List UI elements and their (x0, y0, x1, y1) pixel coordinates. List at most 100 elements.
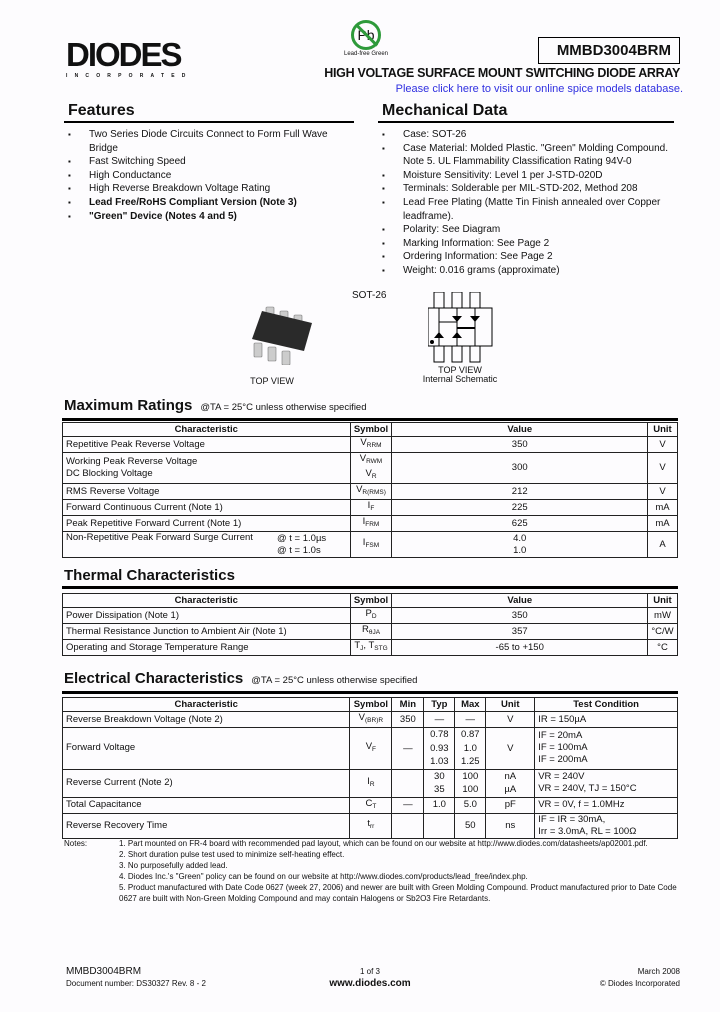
diodes-logo: DIODES INCORPORATED (66, 36, 193, 80)
features-heading: Features (64, 101, 354, 123)
symbol-cell: TJ, TSTG (349, 639, 393, 656)
table-header-row: Characteristic Symbol Value Unit (62, 422, 679, 437)
max-cell: 50 (454, 812, 487, 839)
note-item: 5. Product manufactured with Date Code 0… (119, 883, 677, 903)
unit-cell: V (646, 483, 679, 500)
test-condition-cell: VR = 0V, f = 1.0MHz (534, 796, 678, 814)
unit-cell: mW (646, 607, 679, 624)
min-cell (391, 812, 425, 839)
value-cell: 4.0 1.0 (391, 531, 648, 558)
table-row: Non-Repetitive Peak Forward Surge Curren… (62, 531, 679, 558)
mechanical-item: Weight: 0.016 grams (approximate) (378, 264, 674, 278)
column-header: Unit (646, 422, 679, 437)
electrical-characteristics-table: Characteristic Symbol Min Typ Max Unit Test Co… (61, 697, 678, 839)
schematic-caption: TOP VIEW Internal Schematic (422, 365, 498, 384)
unit-cell: V (646, 436, 679, 453)
symbol-cell: IFRM (349, 515, 393, 532)
footer-center: 1 of 3 www.diodes.com (300, 966, 440, 990)
note-row: 4. Diodes Inc.'s "Green" policy can be f… (64, 871, 694, 882)
unit-cell: A (646, 531, 679, 558)
test-condition-cell: IF = 20mA IF = 100mA IF = 200mA (534, 727, 678, 770)
note-item: 2. Short duration pulse test used to min… (119, 850, 345, 859)
thermal-characteristics-table: Characteristic Symbol Value Unit Power Dissi… (62, 593, 679, 656)
unit-cell: pF (485, 796, 536, 814)
symbol-cell: VRRM (349, 436, 393, 453)
feature-item: High Reverse Breakdown Voltage Rating (64, 182, 354, 196)
note-item: 1. Part mounted on FR-4 board with recom… (119, 839, 648, 848)
characteristic-cell: Non-Repetitive Peak Forward Surge Curren… (62, 531, 351, 558)
unit-cell: V (485, 711, 536, 728)
mechanical-heading: Mechanical Data (378, 101, 674, 123)
table-row: Power Dissipation (Note 1) PD 350 mW (62, 607, 679, 624)
table-row: Forward Continuous Current (Note 1) IF 225… (62, 499, 679, 516)
table-row: RMS Reverse Voltage VR(RMS) 212 V (62, 483, 679, 500)
characteristic-cell: Reverse Recovery Time (61, 812, 351, 839)
min-cell: — (391, 796, 425, 814)
mechanical-item: Marking Information: See Page 2 (378, 237, 674, 251)
min-cell: — (391, 727, 425, 770)
max-cell: — (454, 711, 487, 728)
mechanical-item: Case: SOT-26 (378, 128, 674, 142)
test-condition-cell: VR = 240V VR = 240V, TJ = 150°C (534, 768, 678, 798)
characteristic-cell: Forward Continuous Current (Note 1) (62, 499, 351, 516)
typ-cell: 1.0 (423, 796, 456, 814)
value-cell: 225 (391, 499, 648, 516)
table-row: Working Peak Reverse Voltage DC Blocking … (62, 452, 679, 484)
thermal-heading: Thermal Characteristics (62, 566, 678, 589)
maximum-ratings-heading: Maximum Ratings @TA = 25°C unless otherwi… (62, 396, 678, 421)
mechanical-item: Polarity: See Diagram (378, 223, 674, 237)
value-cell: 350 (391, 607, 648, 624)
mechanical-data-section: Mechanical Data Case: SOT-26Case Materia… (378, 101, 674, 278)
table-row: Operating and Storage Temperature Range T… (62, 639, 679, 656)
symbol-cell: VRWM VR (349, 452, 393, 484)
typ-cell: 0.78 0.93 1.03 (423, 727, 456, 770)
table-row: Total Capacitance CT —1.0 5.0 pF VR = 0V, f =… (61, 796, 678, 814)
max-cell: 5.0 (454, 796, 487, 814)
unit-cell: V (646, 452, 679, 484)
website-link[interactable]: www.diodes.com (329, 978, 411, 989)
value-cell: 350 (391, 436, 648, 453)
column-header: Max (454, 697, 487, 712)
note-row: 3. No purposefully added lead. (64, 860, 694, 871)
note-item: 3. No purposefully added lead. (119, 861, 228, 870)
characteristic-cell: Thermal Resistance Junction to Ambient A… (62, 623, 351, 640)
column-header: Characteristic (62, 422, 351, 437)
value-cell: 212 (391, 483, 648, 500)
value-cell: 357 (391, 623, 648, 640)
lead-free-green-logo: Pb Lead-free Green (340, 20, 392, 57)
symbol-cell: IFSM (349, 531, 393, 558)
table-row: Thermal Resistance Junction to Ambient A… (62, 623, 679, 640)
symbol-cell: RθJA (349, 623, 393, 640)
pb-free-icon: Pb (351, 20, 381, 50)
characteristic-cell: Working Peak Reverse Voltage DC Blocking … (62, 452, 351, 484)
test-condition-cell: IR = 150µA (534, 711, 678, 728)
internal-schematic-diagram (428, 292, 493, 363)
table-row: Reverse Breakdown Voltage (Note 2) V(BR)R… (61, 711, 678, 728)
characteristic-cell: Repetitive Peak Reverse Voltage (62, 436, 351, 453)
characteristic-cell: Forward Voltage (61, 727, 351, 770)
feature-item: Fast Switching Speed (64, 155, 354, 169)
mechanical-item: Case Material: Molded Plastic. "Green" M… (378, 142, 674, 169)
document-title: HIGH VOLTAGE SURFACE MOUNT SWITCHING DIO… (324, 66, 680, 80)
features-section: Features Two Series Diode Circuits Conne… (64, 101, 354, 223)
unit-cell: V (485, 727, 536, 770)
column-header: Symbol (349, 422, 393, 437)
min-cell: 350 (391, 711, 425, 728)
table-row: Repetitive Peak Reverse Voltage VRRM 350 V (62, 436, 679, 453)
spice-models-link[interactable]: Please click here to visit our online sp… (395, 83, 683, 95)
characteristic-cell: RMS Reverse Voltage (62, 483, 351, 500)
unit-cell: °C (646, 639, 679, 656)
unit-cell: ns (485, 812, 536, 839)
characteristic-cell: Reverse Breakdown Voltage (Note 2) (61, 711, 351, 728)
unit-cell: mA (646, 515, 679, 532)
max-cell: 100 100 (454, 768, 487, 798)
column-header: Unit (646, 593, 679, 608)
column-header: Unit (485, 697, 536, 712)
table-header-row: Characteristic Symbol Min Typ Max Unit Test Co… (61, 697, 678, 712)
sot26-package-image (252, 306, 312, 365)
note-row: 2. Short duration pulse test used to min… (64, 849, 694, 860)
table-row: Peak Repetitive Forward Current (Note 1)… (62, 515, 679, 532)
column-header: Typ (423, 697, 456, 712)
symbol-cell: PD (349, 607, 393, 624)
unit-cell: nA µA (485, 768, 536, 798)
